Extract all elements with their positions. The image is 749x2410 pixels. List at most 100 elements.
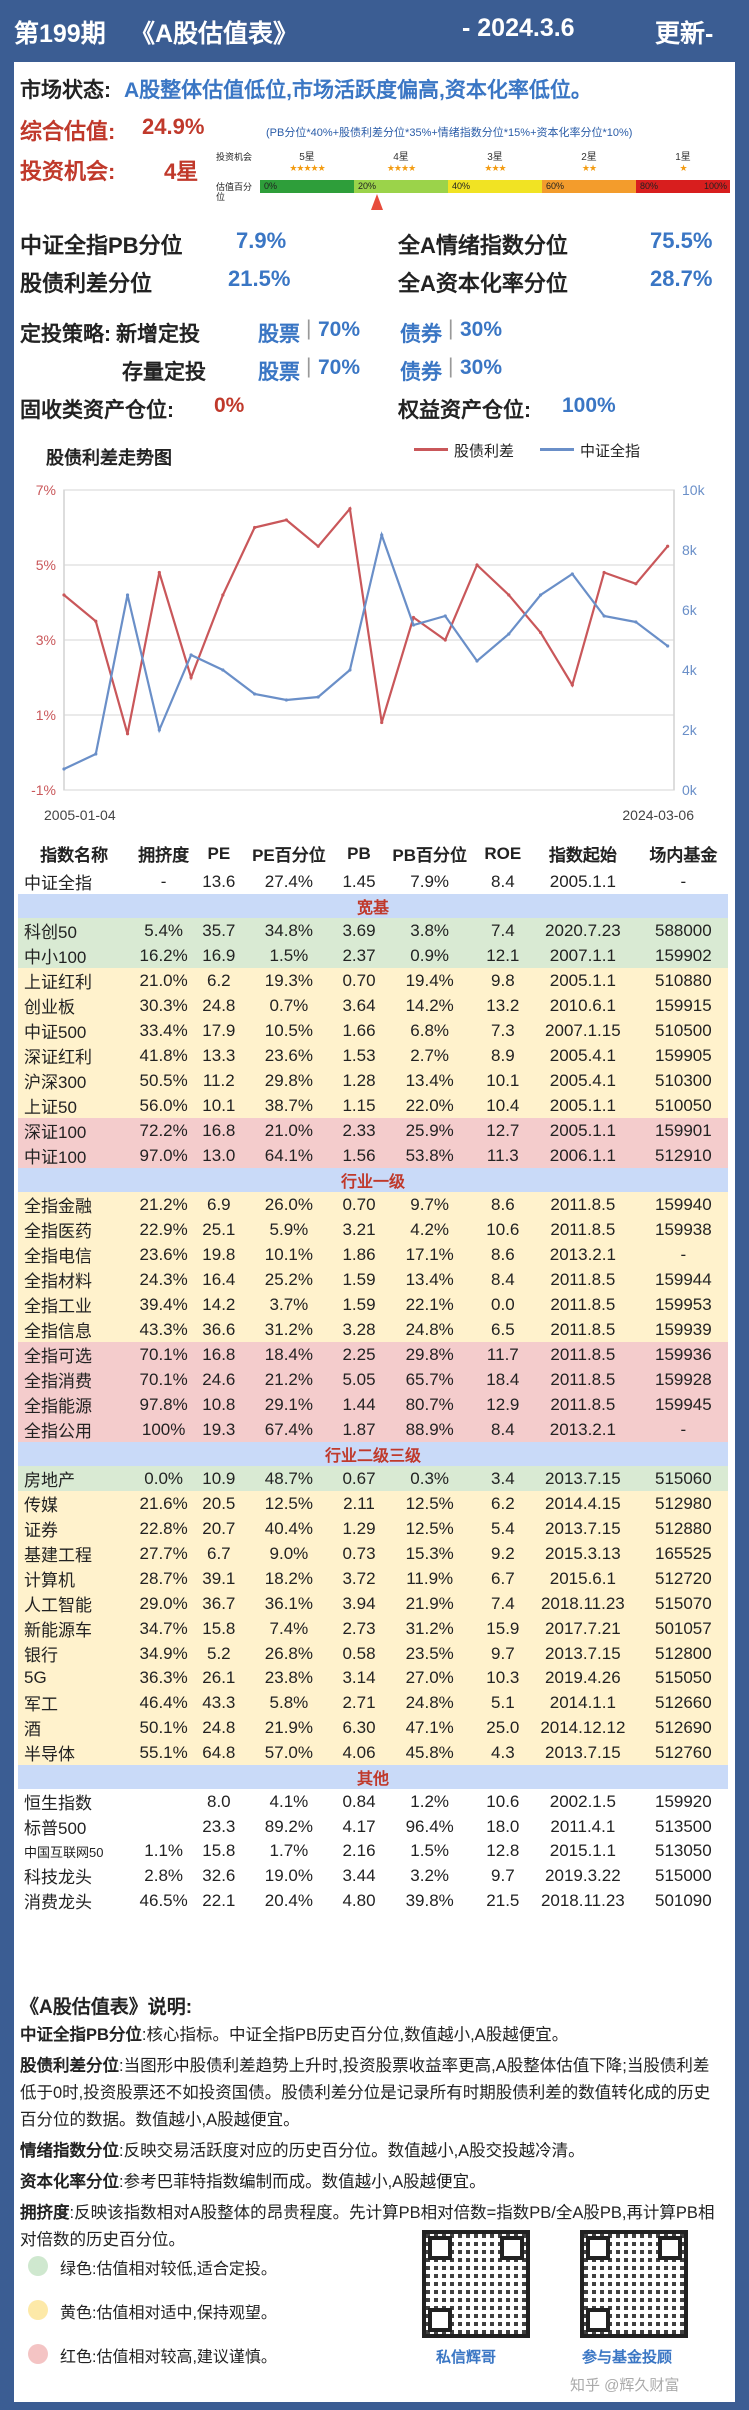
table-cell: 7.3 <box>478 1018 528 1043</box>
table-cell: 5.1 <box>478 1690 528 1716</box>
table-cell: 26.8% <box>240 1641 338 1666</box>
qr-label-advisory: 参与基金投顾 <box>582 2349 673 2366</box>
table-cell: 15.9 <box>478 1616 528 1641</box>
table-cell: 2011.8.5 <box>527 1217 639 1242</box>
column-header: PE <box>207 843 231 863</box>
gauge-level-label: 3星 <box>487 152 503 163</box>
table-cell: 33.4% <box>130 1018 198 1043</box>
table-cell: 4.1% <box>240 1789 338 1815</box>
table-cell: 1.1% <box>130 1839 198 1864</box>
series-point <box>538 630 543 635</box>
table-cell: 1.87 <box>337 1417 381 1442</box>
series-point <box>475 659 479 663</box>
table-cell: 2014.4.15 <box>527 1491 639 1516</box>
table-cell: 9.0% <box>240 1541 338 1566</box>
table-cell: 6.9 <box>197 1192 241 1217</box>
metric-label-cap-rate: 全A资本化率分位 <box>398 271 568 296</box>
table-cell: 39.4% <box>130 1292 198 1317</box>
table-cell: 3.64 <box>337 993 381 1018</box>
table-cell: 3.21 <box>337 1217 381 1242</box>
column-header: 指数名称 <box>40 846 109 865</box>
table-cell: 34.9% <box>130 1641 198 1666</box>
column-header: 拥挤度 <box>138 846 190 865</box>
table-cell: 2013.7.15 <box>527 1740 639 1766</box>
series-point <box>507 593 511 597</box>
table-cell: 25.1 <box>197 1217 241 1242</box>
y-right-tick-label: 0k <box>682 782 698 798</box>
gauge-marker-arrow <box>371 194 384 210</box>
table-cell: 1.28 <box>337 1068 381 1093</box>
table-cell: 10.4 <box>478 1093 528 1118</box>
table-cell: 510300 <box>638 1068 728 1093</box>
y-left-tick-label: -1% <box>31 782 56 798</box>
table-cell: 21.9% <box>380 1591 479 1616</box>
table-cell: 全指消费 <box>18 1367 131 1392</box>
table-cell: 2017.7.21 <box>527 1616 639 1641</box>
note-term: 情绪指数分位 <box>20 2142 119 2160</box>
table-cell: 2014.12.12 <box>527 1715 639 1741</box>
strategy-stock-label: 股票 <box>258 323 300 346</box>
qr-code-private-message[interactable] <box>422 2230 530 2338</box>
table-row: 标普500 23.3 89.2% 4.17 96.4% 18.0 2011.4.1 51350… <box>18 1814 728 1840</box>
table-row: 基建工程 27.7% 6.7 9.0% 0.73 15.3% 9.2 2015.3.13 165… <box>18 1541 728 1566</box>
issue-number: 第199期 <box>14 20 106 48</box>
table-cell: 23.6% <box>240 1043 338 1068</box>
table-cell: 29.8% <box>380 1342 479 1367</box>
table-cell: 1.59 <box>337 1292 381 1317</box>
table-cell: 0.7% <box>240 993 338 1018</box>
table-cell: 12.8 <box>478 1839 528 1864</box>
table-cell: 全指材料 <box>18 1267 131 1292</box>
table-cell: 40.4% <box>240 1516 338 1541</box>
table-cell: 11.7 <box>478 1342 528 1367</box>
series-point <box>253 525 257 530</box>
table-cell: 7.9% <box>380 869 479 894</box>
table-cell: 0.70 <box>337 1192 381 1217</box>
table-cell: 13.2 <box>478 993 528 1018</box>
note-text: :反映交易活跃度对应的历史百分位。数值越小,A股交投越冷清。 <box>119 2142 585 2160</box>
series-point <box>634 582 638 586</box>
composite-label: 综合估值: <box>20 119 116 144</box>
gauge-bar-segment: 0% <box>260 180 354 193</box>
table-cell: 全指电信 <box>18 1242 131 1267</box>
table-cell: 10.3 <box>478 1666 528 1691</box>
table-cell: 2013.7.15 <box>527 1466 639 1491</box>
table-cell: 46.5% <box>130 1888 198 1914</box>
table-cell: 2013.7.15 <box>527 1516 639 1541</box>
table-cell: 17.1% <box>380 1242 479 1267</box>
table-cell: 30.3% <box>130 993 198 1018</box>
table-cell: 3.28 <box>337 1317 381 1342</box>
table-cell: 全指信息 <box>18 1317 131 1342</box>
table-cell: 45.8% <box>380 1740 479 1766</box>
table-cell: 中证全指 <box>18 869 131 894</box>
table-cell: 48.7% <box>240 1466 338 1491</box>
table-cell: 28.7% <box>130 1566 198 1591</box>
y-left-tick-label: 7% <box>36 482 56 498</box>
table-cell: 159944 <box>638 1267 728 1292</box>
qr-code-advisory[interactable] <box>580 2230 688 2338</box>
table-cell: 6.30 <box>337 1715 381 1741</box>
table-cell: 24.8 <box>197 993 241 1018</box>
table-cell: 36.3% <box>130 1666 198 1691</box>
table-cell: 中证100 <box>18 1143 131 1168</box>
table-cell: 97.8% <box>130 1392 198 1417</box>
table-cell: 2018.11.23 <box>527 1888 639 1914</box>
table-cell: 0.67 <box>337 1466 381 1491</box>
table-cell: 2006.1.1 <box>527 1143 639 1168</box>
table-cell: 4.3 <box>478 1740 528 1766</box>
valuation-gauge: 投资机会 估值百分位 5星 ★★★★★ 0% 4星 ★★★★ 20% 3星 ★★★ 40% 2星 ★… <box>216 148 730 210</box>
table-cell: 1.66 <box>337 1018 381 1043</box>
table-cell: 2.8% <box>130 1863 198 1889</box>
series-point <box>62 767 66 771</box>
table-cell: 5.9% <box>240 1217 338 1242</box>
note-text: :参考巴菲特指数编制而成。数值越小,A股越便宜。 <box>119 2173 486 2191</box>
column-header: 指数起始 <box>548 846 617 865</box>
table-cell: 人工智能 <box>18 1591 131 1616</box>
table-cell: 中国互联网50 <box>18 1839 131 1864</box>
table-cell: 19.3% <box>240 968 338 993</box>
table-row: 计算机 28.7% 39.1 18.2% 3.72 11.9% 6.7 2015.6.1 512… <box>18 1566 728 1591</box>
table-cell: 57.0% <box>240 1740 338 1766</box>
table-cell: 0.73 <box>337 1541 381 1566</box>
table-cell: 9.7 <box>478 1863 528 1889</box>
table-row: 全指能源 97.8% 10.8 29.1% 1.44 80.7% 12.9 2011.8.5 1… <box>18 1392 728 1417</box>
update-label: 更新- <box>655 20 714 48</box>
